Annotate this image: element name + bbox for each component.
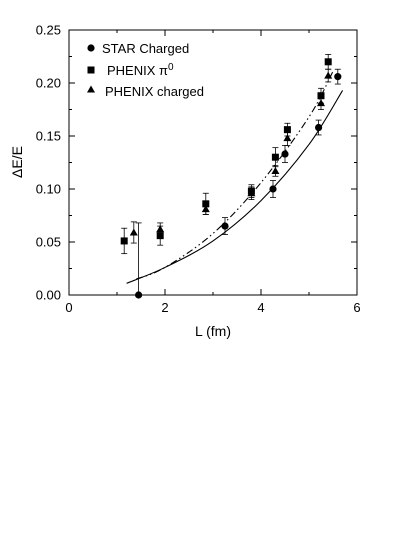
model-curves	[126, 71, 344, 284]
data-point-phenix-charged	[317, 99, 325, 107]
data-point-phenix-pi0	[317, 92, 325, 100]
data-point-star-charged	[221, 222, 229, 230]
y-tick-label: 0.05	[36, 235, 61, 250]
data-point-phenix-pi0	[156, 232, 164, 240]
x-tick-label: 4	[257, 300, 264, 315]
solid-model-curve	[126, 90, 344, 284]
x-tick-label: 6	[353, 300, 360, 315]
x-axis-title: L (fm)	[195, 323, 231, 339]
data-point-star-charged	[135, 291, 143, 299]
tick-labels: 0 2 4 6 0.00 0.05 0.10 0.15 0.20 0.25	[36, 23, 361, 316]
legend-label-phenix-charged: PHENIX charged	[105, 84, 204, 99]
data-point-phenix-pi0	[271, 153, 279, 161]
y-tick-label: 0.25	[36, 23, 61, 38]
legend: STAR Charged PHENIX π0 PHENIX charged	[87, 41, 204, 99]
axis-ticks	[68, 29, 358, 296]
data-point-phenix-pi0	[283, 126, 291, 134]
y-tick-label: 0.00	[36, 288, 61, 303]
data-markers	[120, 58, 342, 299]
y-tick-label: 0.10	[36, 182, 61, 197]
x-tick-label: 0	[65, 300, 72, 315]
data-point-phenix-charged	[271, 166, 280, 174]
legend-marker-triangle	[87, 85, 95, 93]
data-point-star-charged	[281, 150, 289, 158]
data-point-phenix-charged	[201, 205, 210, 213]
data-point-phenix-pi0	[120, 237, 128, 245]
legend-label-phenix-pi0: PHENIX π0	[107, 62, 174, 78]
data-point-phenix-charged	[247, 189, 256, 197]
data-point-star-charged	[269, 185, 277, 193]
data-point-star-charged	[315, 123, 323, 132]
legend-marker-square	[87, 66, 95, 74]
y-tick-label: 0.15	[36, 129, 61, 144]
data-point-phenix-charged	[324, 71, 333, 79]
dash-dot-model-curve	[135, 71, 334, 280]
y-axis-title: ΔE/E	[9, 146, 25, 178]
legend-label-star: STAR Charged	[102, 41, 189, 56]
data-point-phenix-charged	[129, 228, 138, 236]
data-point-phenix-charged	[283, 134, 292, 142]
data-point-phenix-pi0	[202, 200, 210, 208]
data-point-phenix-pi0	[324, 58, 332, 66]
legend-marker-circle	[87, 44, 95, 52]
x-tick-label: 2	[161, 300, 168, 315]
data-point-star-charged	[334, 73, 342, 81]
y-tick-label: 0.20	[36, 76, 61, 91]
data-point-phenix-charged	[156, 225, 165, 233]
